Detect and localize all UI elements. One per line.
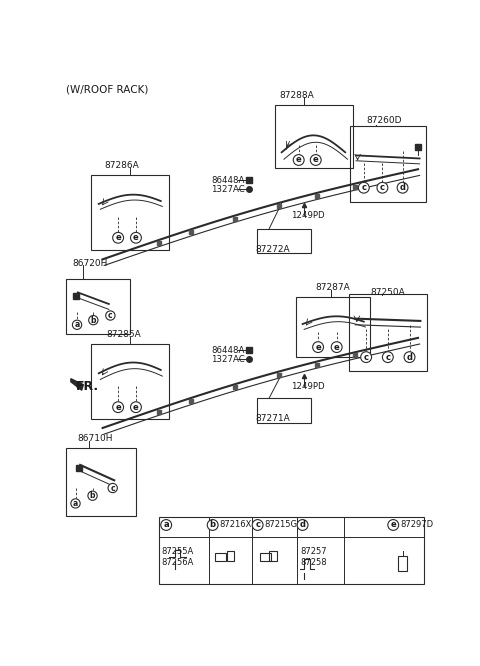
Text: 87287A: 87287A xyxy=(316,283,350,292)
Circle shape xyxy=(383,352,393,362)
Text: a: a xyxy=(74,320,80,329)
Bar xyxy=(227,551,234,561)
Text: e: e xyxy=(133,403,139,412)
Circle shape xyxy=(71,499,80,508)
Circle shape xyxy=(359,182,369,193)
Text: 1327AC: 1327AC xyxy=(211,184,245,194)
Bar xyxy=(91,344,168,420)
Circle shape xyxy=(113,232,123,243)
Text: 86448A: 86448A xyxy=(211,346,244,355)
Text: 87271A: 87271A xyxy=(255,414,290,423)
Circle shape xyxy=(72,320,82,330)
Text: 87250A: 87250A xyxy=(370,288,405,297)
Text: 1249PD: 1249PD xyxy=(291,211,324,220)
Text: 1327AC: 1327AC xyxy=(211,355,245,364)
Bar xyxy=(349,294,427,371)
Circle shape xyxy=(297,519,308,530)
Text: 86710H: 86710H xyxy=(77,434,112,444)
Circle shape xyxy=(360,352,372,362)
Circle shape xyxy=(89,316,98,325)
Text: d: d xyxy=(407,352,412,362)
Text: c: c xyxy=(361,183,366,192)
Circle shape xyxy=(106,311,115,320)
Bar xyxy=(91,174,168,250)
Circle shape xyxy=(161,519,172,530)
Text: (W/ROOF RACK): (W/ROOF RACK) xyxy=(66,84,149,94)
Text: c: c xyxy=(364,352,369,362)
Text: c: c xyxy=(110,484,115,493)
Text: d: d xyxy=(399,183,406,192)
Circle shape xyxy=(131,232,142,243)
Circle shape xyxy=(252,519,263,530)
Circle shape xyxy=(377,182,388,193)
Bar xyxy=(257,228,311,253)
Text: 87257
87258: 87257 87258 xyxy=(300,547,327,567)
Text: b: b xyxy=(210,521,216,529)
Circle shape xyxy=(108,484,117,493)
Text: 87255A
87256A: 87255A 87256A xyxy=(162,547,194,567)
Bar xyxy=(398,556,407,571)
Circle shape xyxy=(397,182,408,193)
Text: 87288A: 87288A xyxy=(279,91,314,100)
Bar xyxy=(296,297,370,357)
Text: 1249PD: 1249PD xyxy=(291,382,324,391)
Bar xyxy=(66,448,136,515)
Bar xyxy=(159,517,424,584)
Text: a: a xyxy=(163,521,169,529)
Bar xyxy=(276,105,353,168)
Text: d: d xyxy=(300,521,306,529)
Circle shape xyxy=(331,342,342,352)
Bar xyxy=(350,126,426,202)
Text: 87297D: 87297D xyxy=(400,521,433,529)
Bar xyxy=(269,551,277,561)
Text: 87215G: 87215G xyxy=(264,521,298,529)
Circle shape xyxy=(404,352,415,362)
Circle shape xyxy=(131,402,142,412)
Text: 86720H: 86720H xyxy=(72,258,108,268)
Text: b: b xyxy=(90,492,96,500)
Text: e: e xyxy=(313,155,319,165)
Circle shape xyxy=(312,342,324,352)
Circle shape xyxy=(388,519,399,530)
Circle shape xyxy=(88,491,97,500)
Text: 86448A: 86448A xyxy=(211,176,244,184)
Text: 87286A: 87286A xyxy=(105,161,139,170)
Text: e: e xyxy=(115,233,121,242)
Text: 87260D: 87260D xyxy=(366,117,402,125)
Circle shape xyxy=(113,402,123,412)
Text: e: e xyxy=(315,342,321,352)
Text: c: c xyxy=(108,311,113,320)
Text: e: e xyxy=(133,233,139,242)
Text: c: c xyxy=(385,352,390,362)
Text: e: e xyxy=(334,342,339,352)
Text: c: c xyxy=(380,183,385,192)
Text: 87285A: 87285A xyxy=(106,330,141,339)
Circle shape xyxy=(311,155,321,165)
Bar xyxy=(257,398,311,422)
Circle shape xyxy=(293,155,304,165)
Circle shape xyxy=(207,519,218,530)
Bar xyxy=(215,553,226,561)
Polygon shape xyxy=(71,379,83,390)
Bar xyxy=(260,553,271,561)
Text: FR.: FR. xyxy=(75,380,98,393)
Text: a: a xyxy=(73,499,78,508)
Text: c: c xyxy=(255,521,260,529)
Text: b: b xyxy=(91,316,96,324)
Bar xyxy=(66,278,130,334)
Text: e: e xyxy=(115,403,121,412)
Text: e: e xyxy=(390,521,396,529)
Text: e: e xyxy=(296,155,301,165)
Text: 87216X: 87216X xyxy=(220,521,252,529)
Text: 87272A: 87272A xyxy=(255,245,290,254)
